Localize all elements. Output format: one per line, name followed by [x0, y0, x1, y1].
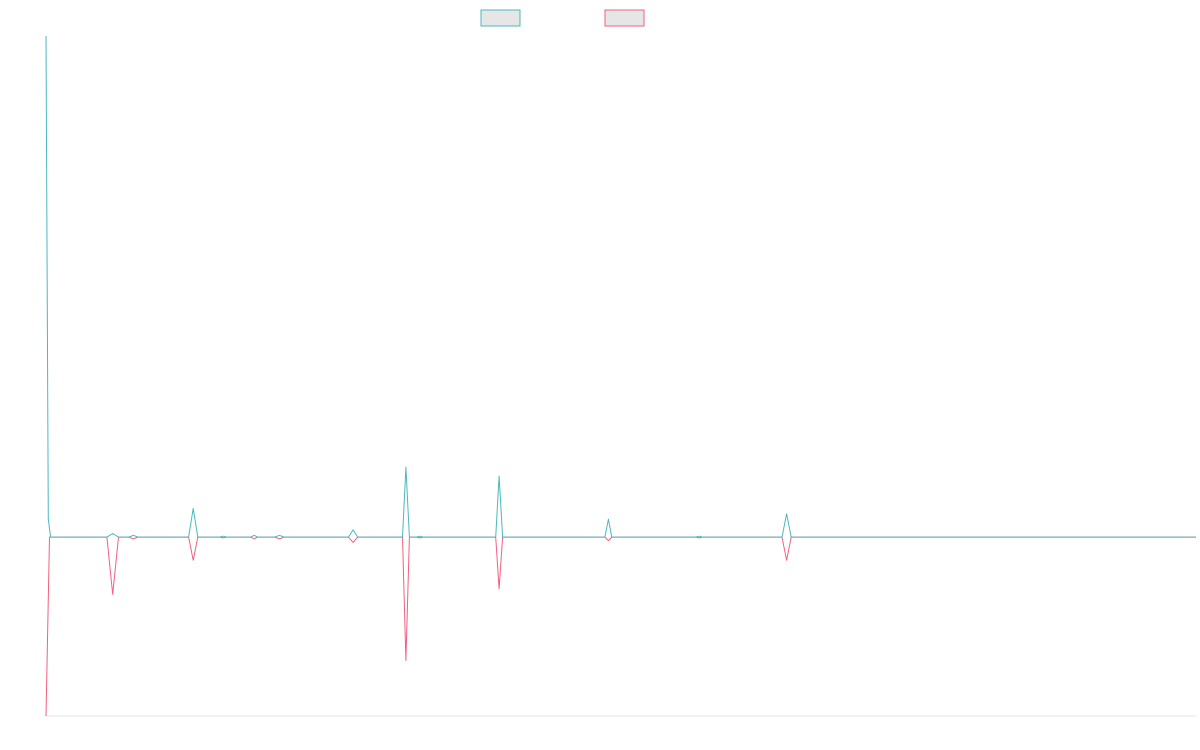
series-line-series-a [45, 35, 1196, 538]
legend-swatch-series-b[interactable] [604, 9, 645, 27]
legend-swatch-series-a[interactable] [480, 9, 521, 27]
chart-legend [480, 9, 645, 27]
series-line-series-b [45, 536, 1196, 717]
plot-area [45, 35, 1196, 717]
